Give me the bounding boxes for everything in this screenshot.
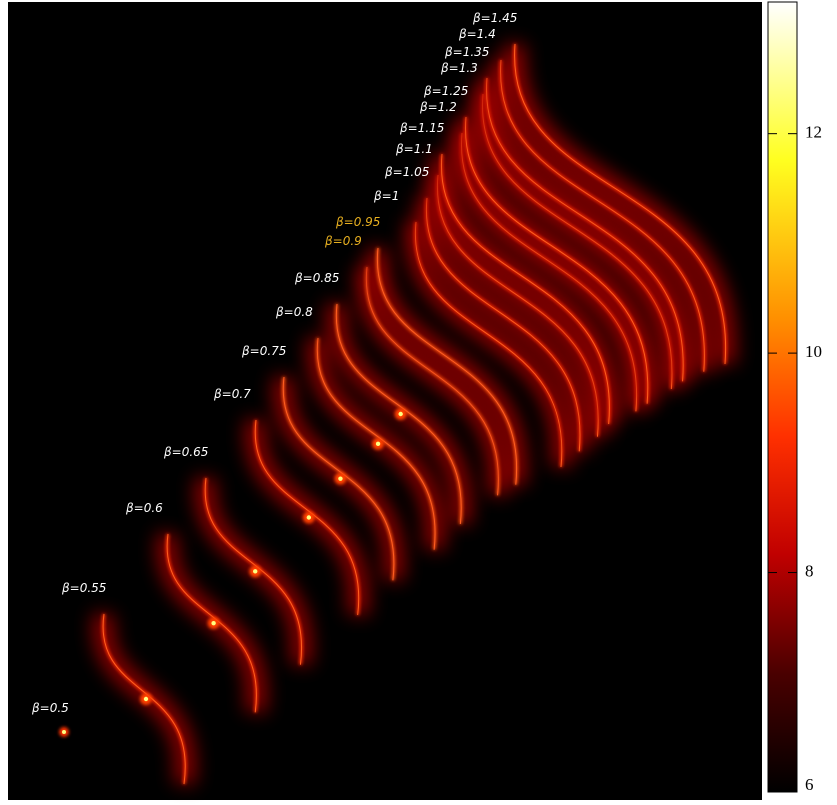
- colorbar-tick-label: 6: [805, 775, 814, 794]
- curve-core: [437, 174, 599, 437]
- curve-core: [254, 419, 360, 616]
- colorbar-tick-label: 8: [805, 561, 814, 580]
- peak: [338, 476, 343, 481]
- beta-label: β=1.25: [423, 84, 468, 98]
- curve-core: [500, 59, 705, 372]
- peak: [398, 411, 403, 417]
- curve-core: [441, 153, 610, 425]
- beta-label: β=0.85: [294, 271, 339, 285]
- curve-core: [514, 43, 727, 365]
- curve-core: [102, 613, 186, 785]
- beta-label: β=1.35: [444, 45, 489, 59]
- curve-core: [316, 337, 436, 550]
- beta-label: β=1: [373, 189, 399, 203]
- peak: [143, 696, 149, 702]
- colorbar-tick-label: 12: [805, 123, 822, 142]
- peak: [253, 569, 258, 574]
- peak: [62, 730, 66, 734]
- beta-label: β=1.1: [395, 142, 433, 156]
- beta-label: β=0.65: [163, 445, 208, 459]
- beta-label: β=0.55: [61, 581, 106, 595]
- curve-core: [166, 533, 257, 713]
- curve-core: [465, 116, 649, 404]
- curve-core: [414, 221, 563, 468]
- beta-label: β=1.45: [472, 11, 517, 25]
- curve-core: [335, 303, 462, 525]
- colorbar: [767, 1, 798, 793]
- peak: [375, 441, 381, 447]
- curve-core: [365, 266, 499, 496]
- beta-label: β=0.75: [241, 344, 286, 358]
- beta-label: β=0.95: [335, 215, 380, 229]
- colorbar-tick-label: 10: [805, 342, 822, 361]
- beta-label: β=1.3: [440, 61, 478, 75]
- peak: [211, 620, 216, 626]
- curve-core: [282, 376, 395, 581]
- beta-label: β=1.4: [458, 27, 496, 41]
- beta-label: β=0.5: [31, 701, 69, 715]
- beta-label: β=0.8: [275, 305, 313, 319]
- curve-core: [486, 77, 684, 382]
- curve-core: [204, 477, 303, 665]
- beta-label: β=1.2: [419, 100, 457, 114]
- curve-core: [376, 247, 518, 485]
- beta-label: β=0.9: [324, 234, 362, 248]
- peak: [306, 515, 312, 520]
- beta-label: β=0.6: [125, 501, 163, 515]
- beta-label: β=0.7: [213, 387, 251, 401]
- beta-label: β=1.15: [399, 121, 444, 135]
- curve-core: [426, 197, 581, 452]
- beta-label: β=1.05: [384, 165, 429, 179]
